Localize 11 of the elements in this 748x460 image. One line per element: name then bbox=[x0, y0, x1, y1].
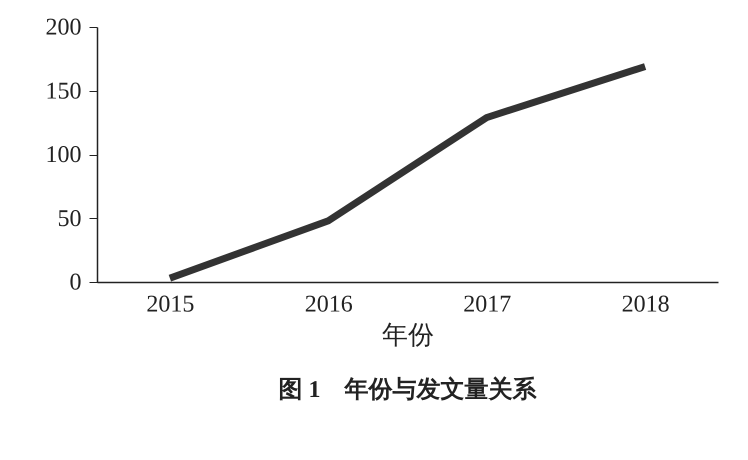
y-tick-label: 200 bbox=[46, 14, 82, 40]
x-tick-label: 2018 bbox=[622, 292, 670, 318]
y-tick-label: 50 bbox=[58, 206, 82, 232]
x-tick-label: 2017 bbox=[463, 292, 512, 318]
x-tick-label: 2016 bbox=[304, 292, 353, 318]
y-tick-label: 150 bbox=[46, 78, 82, 104]
y-tick-label: 0 bbox=[70, 270, 82, 296]
x-tick-label: 2015 bbox=[146, 292, 194, 318]
y-tick-label: 100 bbox=[46, 142, 82, 168]
x-axis-title: 年份 bbox=[382, 320, 434, 350]
text: 图 1 年份与发文量关系 bbox=[278, 376, 538, 403]
